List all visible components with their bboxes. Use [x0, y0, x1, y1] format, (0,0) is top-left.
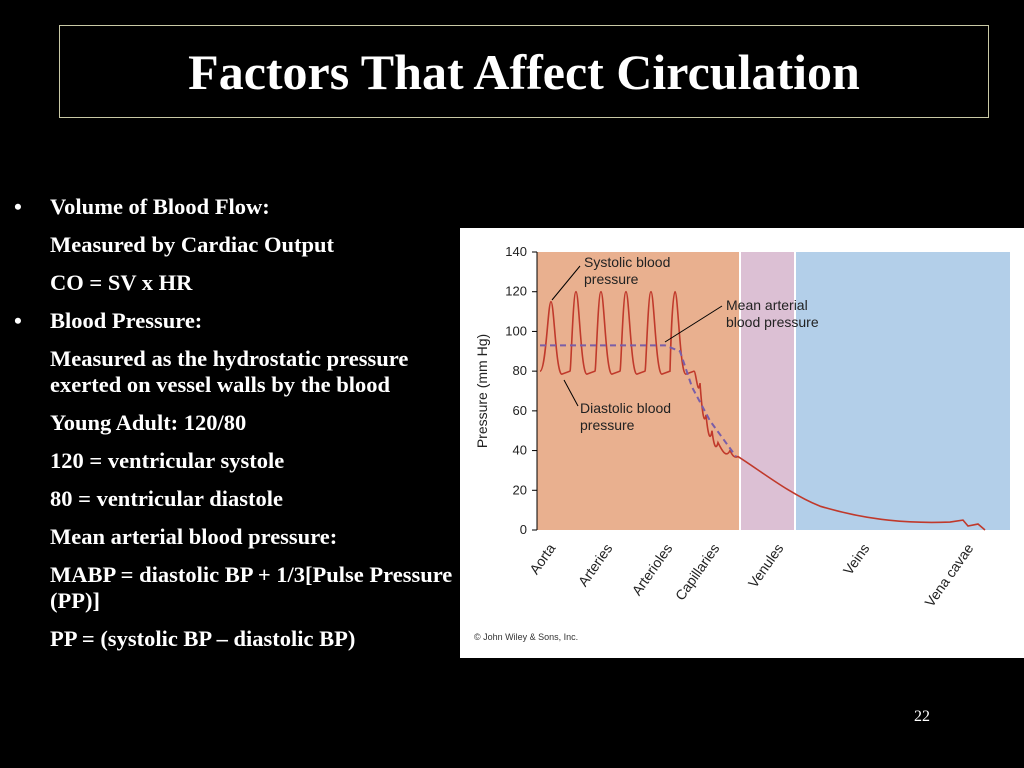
title-box: Factors That Affect Circulation	[59, 25, 989, 118]
chart-curves	[539, 290, 986, 531]
blood-pressure-figure: 0 20 40 60 80 100 120 140 Pressure (mm Hg) Aorta A…	[460, 228, 1024, 658]
mean-arterial-line	[540, 344, 737, 458]
content-line: Measured by Cardiac Output	[50, 232, 334, 257]
content-line: Mean arterial blood pressure:	[50, 524, 338, 549]
region-arterial	[537, 252, 740, 530]
y-tick-label: 100	[505, 323, 527, 338]
category-label: Arteries	[575, 541, 616, 590]
content-line: PP = (systolic BP – diastolic BP)	[50, 626, 356, 651]
blood-pressure-chart: 0 20 40 60 80 100 120 140 Pressure (mm Hg) Aorta A…	[474, 244, 1010, 642]
category-label: Venules	[745, 541, 787, 591]
y-axis-label: Pressure (mm Hg)	[474, 334, 490, 448]
slide-number: 22	[914, 708, 930, 725]
content-line: MABP = diastolic BP + 1/3[Pulse Pressure…	[50, 562, 453, 613]
slide-content: Volume of Blood Flow: Measured by Cardia…	[14, 194, 454, 664]
content-line: Young Adult: 120/80	[50, 410, 247, 435]
region-venous	[795, 252, 1010, 530]
slide-title: Factors That Affect Circulation	[188, 43, 860, 100]
y-tick-label: 80	[513, 363, 527, 378]
region-capillary	[740, 252, 795, 530]
vessel-regions	[537, 252, 1010, 530]
diastolic-annotation: Diastolic blood pressure	[580, 400, 671, 433]
content-line: CO = SV x HR	[50, 270, 193, 295]
y-tick-label: 40	[513, 443, 527, 458]
category-label: Aorta	[526, 540, 558, 577]
chart-labels: Systolic blood pressure Mean arterial blood…	[551, 254, 819, 433]
content-line: 120 = ventricular systole	[50, 448, 285, 473]
pressure-curve	[539, 290, 986, 531]
mean-arterial-leader	[664, 305, 723, 343]
diastolic-leader	[563, 379, 579, 407]
y-tick-label: 20	[513, 482, 527, 497]
y-tick-label: 120	[505, 284, 527, 299]
content-line: Blood Pressure:	[14, 308, 454, 334]
content-line: 80 = ventricular diastole	[50, 486, 284, 511]
category-label: Arterioles	[628, 541, 675, 599]
y-tick-label: 0	[520, 522, 527, 537]
systolic-annotation: Systolic blood pressure	[584, 254, 670, 287]
category-label: Vena cavae	[921, 540, 976, 609]
copyright-credit: © John Wiley & Sons, Inc.	[474, 632, 578, 642]
category-label: Capillaries	[672, 541, 723, 604]
category-label: Veins	[840, 541, 873, 578]
systolic-leader	[551, 265, 581, 301]
content-line: Measured as the hydrostatic pressure exe…	[50, 346, 409, 397]
content-line: Volume of Blood Flow:	[14, 194, 454, 220]
mean-arterial-annotation: Mean arterial blood pressure	[726, 297, 819, 330]
y-tick-label: 140	[505, 244, 527, 259]
y-tick-label: 60	[513, 403, 527, 418]
